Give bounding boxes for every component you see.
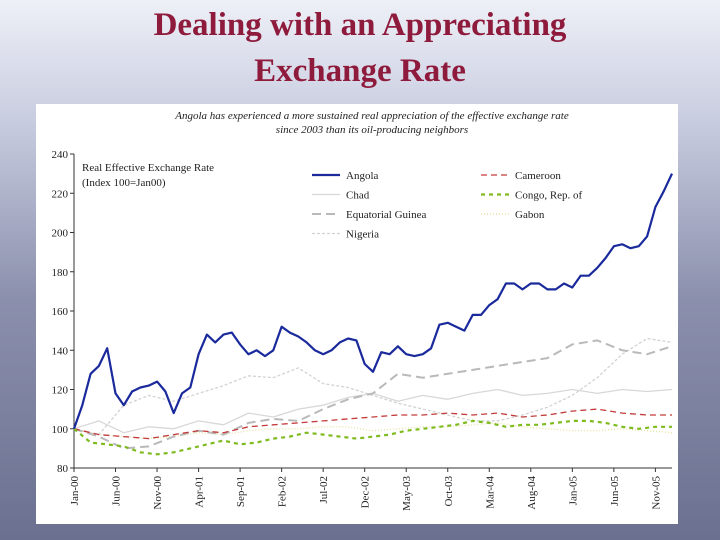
y-tick-label: 180 bbox=[52, 267, 69, 279]
y-tick-label: 240 bbox=[52, 149, 69, 161]
legend-label-cameroon: Cameroon bbox=[515, 170, 561, 182]
series-line-equatorial-guinea bbox=[73, 339, 673, 450]
slide-title: Dealing with an Appreciating Exchange Ra… bbox=[0, 2, 720, 94]
y-tick-label: 200 bbox=[52, 228, 69, 240]
x-tick-label: Nov-00 bbox=[152, 476, 164, 510]
series-line-cameroon bbox=[73, 408, 672, 440]
x-tick-label: Dec-02 bbox=[360, 476, 372, 508]
y-tick-label: 80 bbox=[57, 463, 69, 475]
x-tick-label: Aug-04 bbox=[526, 476, 538, 510]
series-line-angola bbox=[72, 173, 673, 430]
x-tick-label: Jun-05 bbox=[609, 476, 621, 506]
y-tick-label: 100 bbox=[52, 424, 69, 436]
x-tick-label: Apr-01 bbox=[194, 476, 206, 508]
y-tick-label: 220 bbox=[52, 188, 69, 200]
x-tick-label: Jun-00 bbox=[111, 476, 123, 506]
slide-title-line2: Exchange Rate bbox=[254, 53, 466, 89]
legend-label-equatorial-guinea: Equatorial Guinea bbox=[346, 209, 426, 221]
chart-subtitle-line1: Angola has experienced a more sustained … bbox=[174, 110, 569, 122]
x-tick-label: Oct-03 bbox=[443, 476, 455, 507]
series-line-nigeria bbox=[73, 337, 673, 436]
series-line-gabon bbox=[73, 422, 673, 440]
x-tick-label: Mar-04 bbox=[484, 476, 496, 509]
slide-title-line1: Dealing with an Appreciating bbox=[153, 7, 567, 43]
x-tick-label: Jan-05 bbox=[567, 476, 579, 506]
legend-label-chad: Chad bbox=[346, 190, 370, 202]
y-tick-label: 140 bbox=[52, 345, 69, 357]
x-tick-label: Sep-01 bbox=[235, 476, 247, 507]
x-tick-label: Nov-05 bbox=[650, 476, 662, 510]
chart-panel: Angola has experienced a more sustained … bbox=[36, 104, 678, 524]
legend-label-nigeria: Nigeria bbox=[346, 229, 379, 241]
x-tick-label: Feb-02 bbox=[277, 476, 289, 507]
chart-subtitle-line2: since 2003 than its oil-producing neighb… bbox=[276, 124, 468, 136]
x-tick-label: May-03 bbox=[401, 476, 413, 511]
y-tick-label: 120 bbox=[52, 385, 69, 397]
series-line-chad bbox=[73, 388, 673, 434]
chart-inner-title-line2: (Index 100=Jan00) bbox=[82, 177, 166, 189]
legend-label-angola: Angola bbox=[346, 170, 379, 182]
x-tick-label: Jul-02 bbox=[318, 476, 330, 504]
reer-line-chart: Angola has experienced a more sustained … bbox=[52, 110, 673, 511]
chart-inner-title-line1: Real Effective Exchange Rate bbox=[82, 162, 214, 174]
y-tick-label: 160 bbox=[52, 306, 69, 318]
series-line-congo-rep-of bbox=[73, 419, 672, 456]
legend-label-gabon: Gabon bbox=[515, 209, 545, 221]
legend-label-congo-rep-of: Congo, Rep. of bbox=[515, 190, 583, 202]
x-tick-label: Jan-00 bbox=[69, 476, 81, 506]
